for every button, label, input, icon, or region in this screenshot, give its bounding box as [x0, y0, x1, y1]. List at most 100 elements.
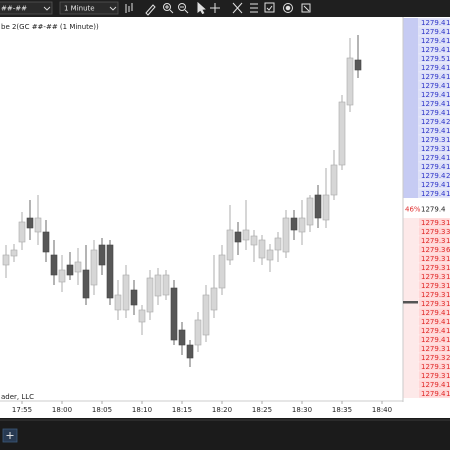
candle-body [122, 274, 130, 311]
ladder-price: 1279.4 [421, 64, 446, 72]
candle-body [2, 254, 10, 266]
candle-body [130, 289, 138, 306]
candle-body [210, 287, 218, 311]
add-tab-button[interactable] [2, 428, 18, 443]
ladder-size: 1 [446, 55, 450, 63]
time-label: 18:15 [172, 406, 192, 414]
ladder-row-strip [403, 108, 419, 117]
ladder-size: 1 [446, 327, 450, 335]
last-price: 1279.4 [421, 206, 446, 214]
ladder-price: 1279.3 [421, 300, 446, 308]
instrument: ##-## [1, 5, 27, 13]
zoom-out-button[interactable] [178, 3, 189, 14]
bar-type-button[interactable] [125, 3, 133, 13]
tab-bar-edge [0, 419, 450, 421]
ladder-row-strip [403, 144, 419, 153]
ladder-row-strip [403, 27, 419, 36]
ladder-size: 1 [446, 37, 450, 45]
ladder-price: 1279.3 [421, 136, 446, 144]
ladder-row-strip [403, 162, 419, 171]
ladder-size: 1 [446, 372, 450, 380]
ladder-row [418, 388, 450, 399]
properties-button[interactable] [264, 2, 275, 13]
ladder-price: 1279.3 [421, 228, 446, 236]
candle-body [42, 231, 50, 253]
ladder-row-strip [403, 81, 419, 90]
ladder-size: 1 [446, 381, 450, 389]
candle-body [178, 329, 186, 346]
indicator-button[interactable] [250, 3, 258, 13]
dropdown-arrow [109, 6, 117, 11]
candle-body [162, 274, 170, 296]
ladder-size: 3 [446, 228, 450, 236]
ladder-row-strip [403, 72, 419, 81]
instrument-dropdown[interactable] [0, 1, 53, 15]
ladder-size: 1 [446, 181, 450, 189]
ladder-row-strip [403, 290, 419, 299]
ladder-size: 1 [446, 190, 450, 198]
interval-dropdown[interactable] [59, 1, 119, 15]
ladder-size: 1 [446, 282, 450, 290]
ladder-price: 1279.4 [421, 318, 446, 326]
ladder-price: 1279.4 [421, 172, 446, 180]
candle-body [314, 194, 322, 219]
candle-body [114, 294, 122, 311]
ladder-price: 1279.3 [421, 273, 446, 281]
crosshair-button[interactable] [210, 3, 220, 13]
time-label: 17:55 [12, 406, 32, 414]
ladder-row-strip [403, 344, 419, 353]
candle-body [330, 164, 338, 196]
ladder-price: 1279.4 [421, 109, 446, 117]
candle-body [146, 277, 154, 313]
ladder-price: 1279.3 [421, 345, 446, 353]
ladder-price: 1279.4 [421, 381, 446, 389]
strategy-button[interactable] [232, 2, 243, 14]
zoom-in-button[interactable] [163, 3, 174, 14]
candle-body [274, 237, 282, 251]
ladder-row-strip [403, 153, 419, 162]
tab-bar [0, 418, 450, 450]
ladder-price: 1279.4 [421, 336, 446, 344]
time-label: 18:25 [252, 406, 272, 414]
ladder-price: 1279.3 [421, 219, 446, 227]
ladder-row-strip [403, 254, 419, 263]
ladder-row-strip [403, 380, 419, 389]
ladder-price: 1279.3 [421, 291, 446, 299]
ladder-row-strip [403, 326, 419, 335]
candle-body [10, 249, 18, 257]
ladder-price: 1279.3 [421, 246, 446, 254]
ladder-price: 1279.4 [421, 127, 446, 135]
ladder-size: 2 [446, 354, 450, 362]
ladder-price: 1279.4 [421, 327, 446, 335]
ladder-size: 1 [446, 390, 450, 398]
ladder-size: 1 [446, 273, 450, 281]
ladder-size: 1 [446, 64, 450, 72]
candle-body [186, 344, 194, 359]
ladder-size: 1 [446, 264, 450, 272]
ladder-size: 1 [446, 154, 450, 162]
ladder-row [418, 188, 450, 199]
ladder-price: 1279.3 [421, 145, 446, 153]
price-marker [403, 301, 418, 304]
ladder-size: 1 [446, 163, 450, 171]
ladder-price: 1279.5 [421, 55, 446, 63]
time-label: 18:00 [52, 406, 72, 414]
ladder-size: 1 [446, 28, 450, 36]
candle-body [90, 249, 98, 286]
time-label: 18:20 [212, 406, 232, 414]
ladder-price: 1279.4 [421, 390, 446, 398]
candle-body [266, 249, 274, 261]
pointer-button[interactable] [197, 1, 206, 15]
ladder-row-strip [403, 171, 419, 180]
ladder-row-strip [403, 317, 419, 326]
ladder-size: 1 [446, 309, 450, 317]
settings-button[interactable] [283, 3, 293, 13]
candle-body [138, 309, 146, 323]
ladder-price: 1279.4 [421, 19, 446, 27]
ladder-price: 1279.4 [421, 73, 446, 81]
draw-button[interactable] [145, 4, 156, 16]
ladder-size: 6 [446, 246, 450, 254]
ladder-price: 1279.3 [421, 282, 446, 290]
share-button[interactable] [301, 3, 311, 13]
